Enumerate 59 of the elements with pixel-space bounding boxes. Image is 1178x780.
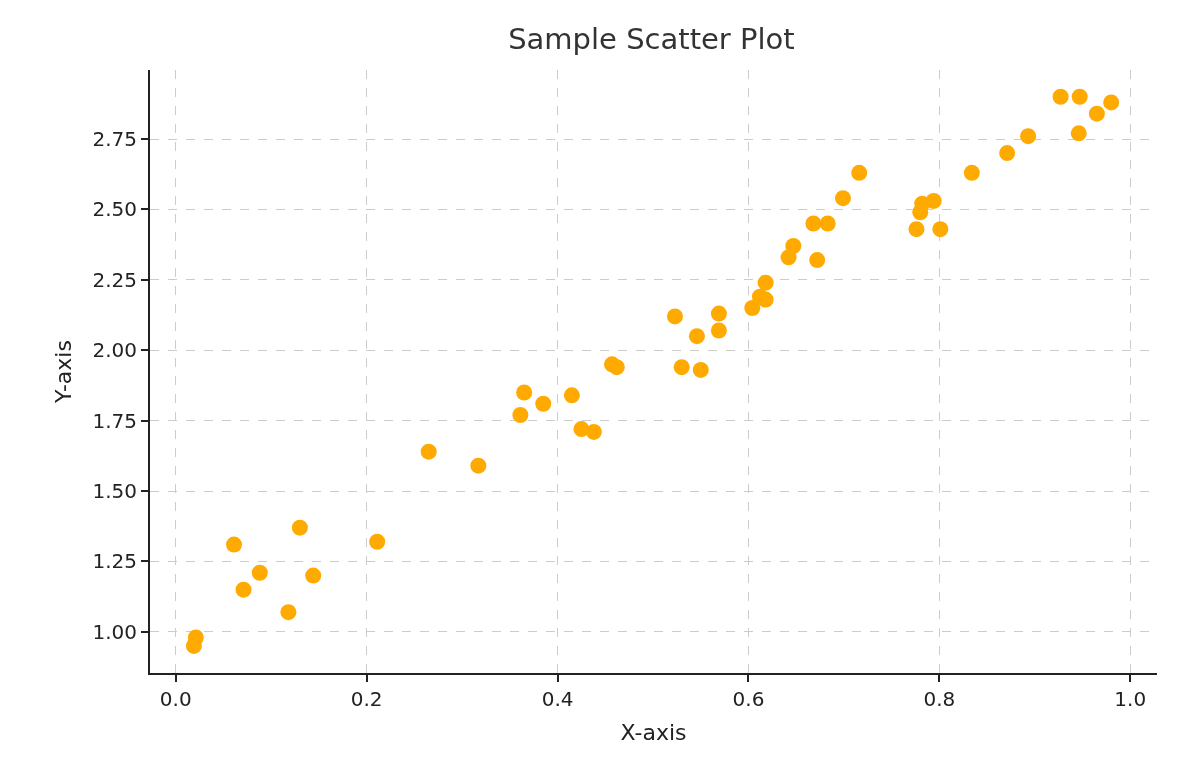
x-tick-label: 0.8	[923, 687, 956, 711]
point	[834, 190, 851, 207]
point	[563, 387, 580, 404]
point	[1071, 88, 1088, 105]
point	[280, 604, 297, 621]
point	[1020, 128, 1037, 145]
point	[1103, 94, 1120, 111]
point	[710, 305, 727, 322]
point	[226, 536, 242, 553]
point	[251, 564, 268, 581]
point	[908, 221, 925, 238]
point	[805, 215, 822, 232]
point	[187, 629, 204, 646]
y-tick-label: 1.50	[92, 479, 137, 504]
point	[688, 328, 705, 345]
x-tick-label: 0.2	[350, 687, 383, 711]
point	[999, 145, 1016, 162]
point	[585, 423, 602, 440]
y-axis-title: Y-axis	[50, 340, 76, 404]
point	[608, 359, 625, 376]
x-tick-label: 0.4	[541, 687, 574, 711]
point	[673, 359, 690, 376]
point	[819, 215, 836, 232]
chart-title: Sample Scatter Plot	[508, 22, 795, 57]
point	[710, 322, 727, 339]
point	[851, 164, 868, 181]
point	[692, 361, 709, 378]
y-tick-label: 2.00	[92, 338, 137, 363]
point	[809, 252, 826, 269]
point	[235, 581, 252, 598]
point	[535, 395, 552, 412]
point	[369, 533, 386, 550]
y-tick-label: 2.75	[92, 127, 137, 151]
x-tick-label: 0.6	[732, 687, 765, 711]
point	[512, 407, 529, 423]
point	[925, 192, 942, 209]
point	[1070, 125, 1087, 142]
y-tick-label: 1.75	[92, 408, 137, 433]
point	[963, 164, 980, 181]
y-tick-label: 1.00	[92, 619, 137, 644]
point	[666, 308, 683, 325]
point	[516, 384, 533, 401]
point	[744, 299, 761, 316]
point	[470, 457, 487, 474]
point	[757, 274, 774, 291]
y-tick-label: 1.25	[92, 549, 137, 574]
y-tick-label: 2.25	[92, 267, 137, 292]
point	[785, 238, 802, 255]
x-tick-label: 0.0	[159, 687, 192, 711]
point	[291, 519, 308, 536]
y-tick-label: 2.50	[92, 197, 137, 222]
point	[1088, 105, 1105, 122]
point	[420, 443, 437, 460]
point	[932, 221, 949, 238]
x-axis-title: X-axis	[620, 720, 687, 746]
point	[1052, 88, 1069, 105]
x-tick-label: 1.0	[1114, 687, 1147, 711]
point	[305, 567, 322, 584]
point	[757, 291, 774, 308]
